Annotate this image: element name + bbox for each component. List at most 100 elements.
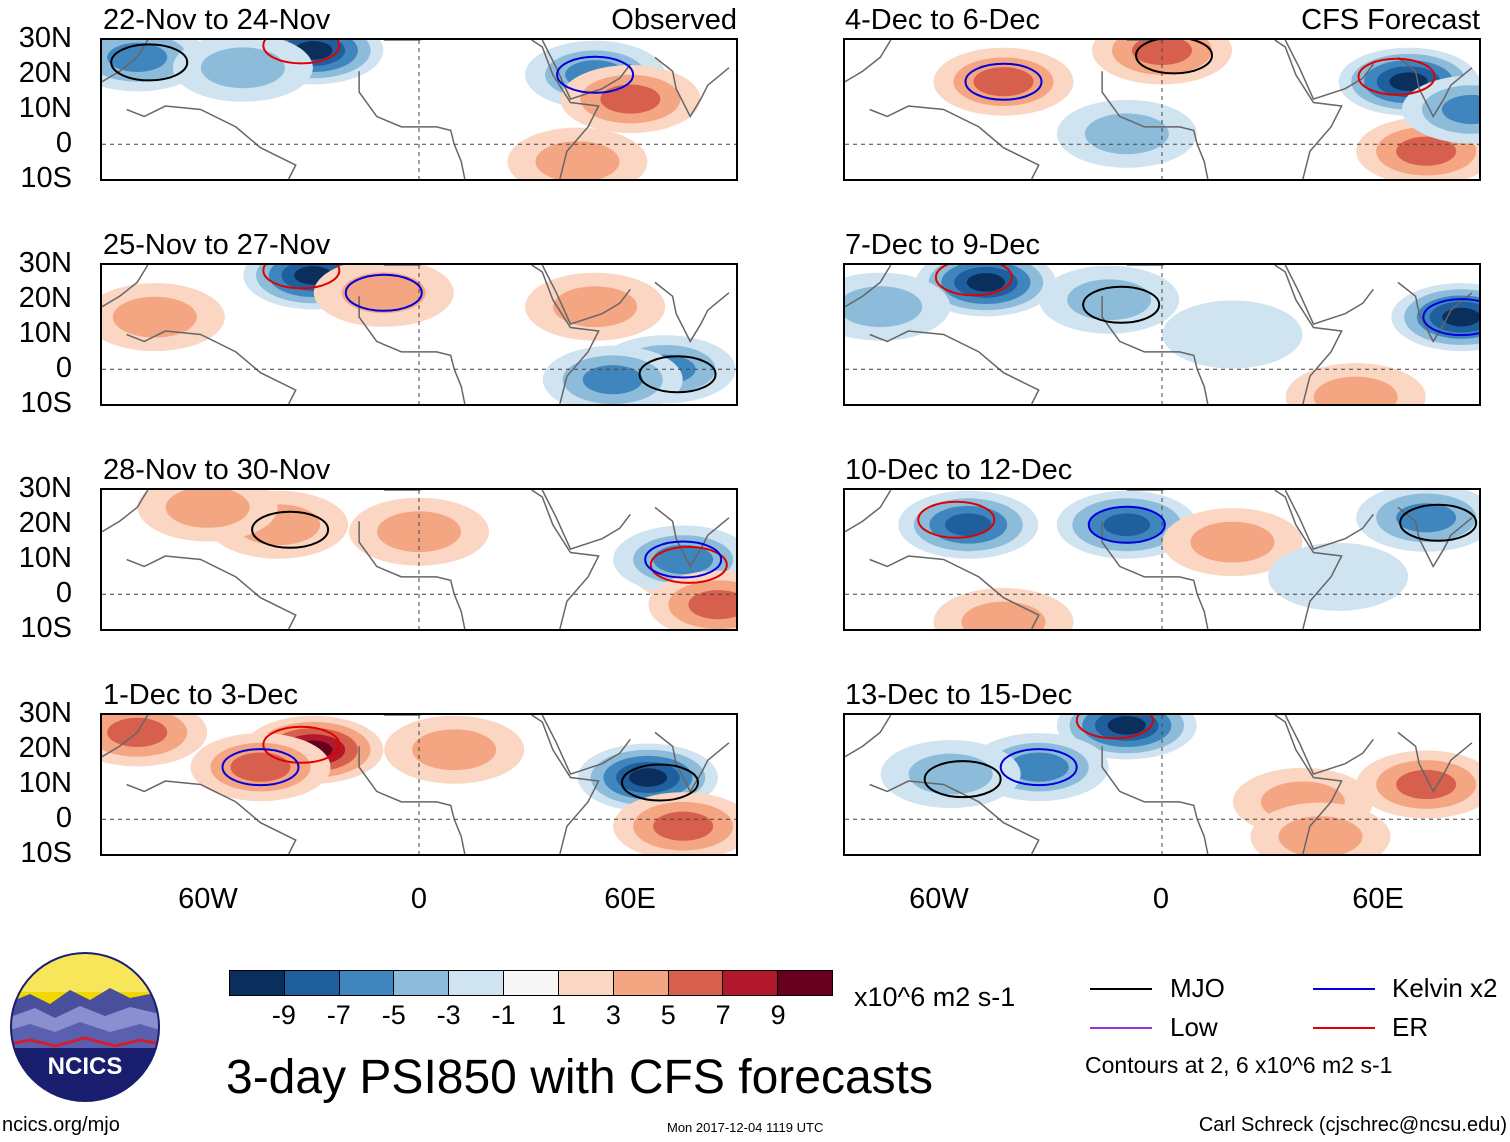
wave-contour (934, 265, 1013, 297)
colorbar-label: 9 (770, 1000, 786, 1030)
panel-title-right-4: 13-Dec to 15-Dec (845, 679, 1073, 711)
lat-label: 10S (20, 162, 72, 194)
colorbar-swatch (558, 971, 614, 995)
psi-anomaly-cell (1441, 94, 1479, 125)
coastline (845, 490, 892, 533)
colorbar-label: 5 (660, 1000, 676, 1030)
lon-label-0-right: 0 (1152, 883, 1170, 915)
psi-anomaly-cell (1278, 816, 1363, 854)
lon-label-60e-right: 60E (1352, 883, 1404, 915)
map-panel (100, 713, 738, 856)
coastline (1284, 490, 1374, 550)
coastline (358, 296, 466, 404)
lat-label: 0 (55, 802, 72, 834)
coastline (654, 506, 730, 568)
psi-anomaly-cell (1396, 136, 1457, 166)
footer-url: ncics.org/mjo (2, 1114, 120, 1136)
legend-label-mjo: MJO (1170, 973, 1225, 1003)
map-panel (843, 263, 1481, 406)
coastline (358, 521, 466, 629)
coastline (102, 490, 149, 533)
wave-contour (262, 40, 341, 65)
lat-label: 0 (55, 577, 72, 609)
coastline (541, 490, 631, 550)
colorbar-swatch (394, 971, 450, 995)
lon-label-60w-left: 60W (178, 883, 238, 915)
panel-tag-observed: Observed (611, 4, 737, 36)
psi-anomaly-cell (600, 84, 661, 114)
main-title: 3-day PSI850 with CFS forecasts (226, 1051, 933, 1104)
colorbar-label: 1 (550, 1000, 566, 1030)
psi-anomaly-cell (1396, 769, 1457, 800)
wave-contour (262, 265, 341, 290)
legend-line-er (1313, 1027, 1375, 1029)
lat-label: 30N (18, 247, 72, 279)
psi-anomaly-cell (535, 141, 620, 179)
wave-contour (1357, 57, 1436, 96)
colorbar-swatch (613, 971, 669, 995)
coastline (358, 746, 466, 854)
wave-contour (251, 510, 330, 549)
coastline (1274, 265, 1343, 404)
wave-contour (110, 43, 189, 82)
map-canvas (102, 715, 736, 854)
coastline (1284, 40, 1374, 100)
map-panel (100, 38, 738, 181)
lat-label: 0 (55, 127, 72, 159)
coastline (126, 555, 297, 629)
colorbar-swatch (778, 971, 832, 995)
psi-anomaly-cell (1162, 300, 1303, 369)
coastline (1101, 71, 1209, 179)
colorbar-swatch (230, 971, 285, 995)
contours-note: Contours at 2, 6 x10^6 m2 s-1 (1085, 1052, 1393, 1078)
wave-contour (923, 760, 1002, 799)
legend-line-mjo (1090, 988, 1152, 990)
wave-contour (1399, 503, 1478, 542)
coastline (126, 330, 297, 404)
coastline (531, 715, 600, 854)
wave-contour (638, 355, 717, 394)
wave-contour (620, 763, 699, 802)
psi-anomaly-cell (1103, 513, 1151, 537)
wave-contour (1422, 298, 1479, 337)
psi-anomaly-cell (653, 811, 714, 841)
coastline (1397, 56, 1473, 118)
colorbar-swatch (339, 971, 395, 995)
colorbar-label: -3 (436, 1000, 461, 1030)
coastline (1101, 746, 1209, 854)
coastline (126, 105, 297, 179)
map-panel (843, 38, 1481, 181)
coastline (1397, 281, 1473, 343)
map-canvas (845, 490, 1479, 629)
coastline (126, 780, 297, 854)
coastline (845, 715, 892, 758)
coastline (1284, 265, 1374, 325)
legend-line-kelvin (1313, 988, 1375, 990)
coastline (1397, 731, 1473, 793)
psi-anomaly-cell (1442, 307, 1479, 327)
lat-label: 10N (18, 542, 72, 574)
wave-contour (1075, 715, 1154, 740)
wave-contour (644, 540, 723, 579)
map-canvas (845, 265, 1479, 404)
coastline (1274, 715, 1343, 854)
psi-anomaly-cell (1190, 521, 1275, 563)
psi-anomaly-cell (1107, 716, 1146, 735)
coastline (869, 780, 1040, 854)
lat-label: 30N (18, 22, 72, 54)
coastline (869, 555, 1040, 629)
coastline (102, 40, 149, 83)
wave-contour (964, 62, 1043, 101)
coastline (541, 715, 631, 775)
map-canvas (102, 40, 736, 179)
panel-title-left-3: 28-Nov to 30-Nov (103, 454, 331, 486)
colorbar-label: 3 (605, 1000, 621, 1030)
map-canvas (845, 715, 1479, 854)
psi-anomaly-cell (966, 273, 1005, 292)
coastline (845, 265, 892, 308)
coastline (358, 71, 466, 179)
coastline (531, 265, 600, 404)
psi-anomaly-cell (1396, 503, 1457, 533)
coastline (541, 265, 631, 325)
psi-anomaly-cell (582, 365, 643, 395)
